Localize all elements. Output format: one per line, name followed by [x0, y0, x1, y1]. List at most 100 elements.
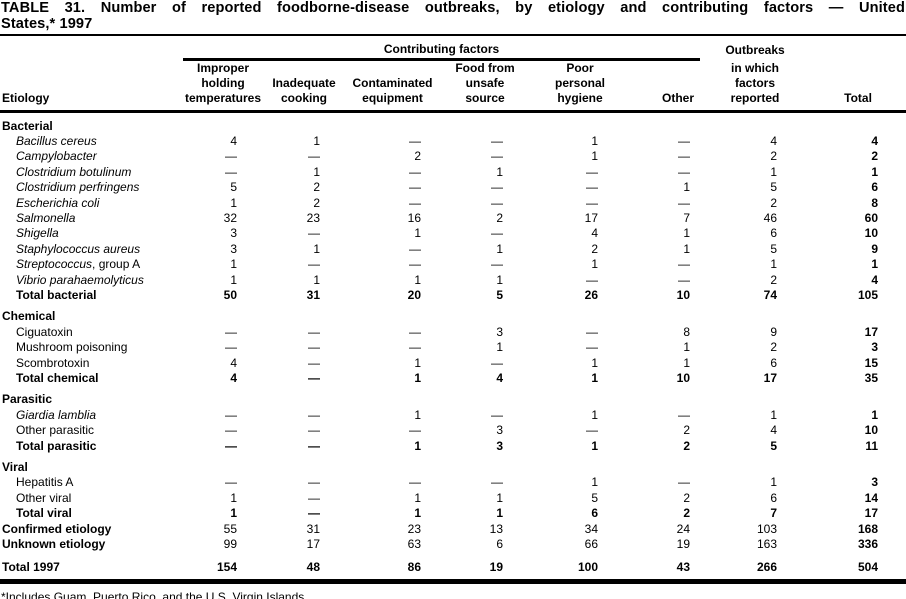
- group-header-row: Contributing factors Outbreaks: [0, 40, 906, 61]
- value-cell: 4: [230, 133, 237, 148]
- value-cell: —: [225, 423, 237, 438]
- value-cell: —: [678, 164, 691, 179]
- value-cell: 4: [230, 371, 237, 385]
- value-cell: —: [491, 195, 503, 210]
- header-line: Contaminated: [352, 75, 433, 90]
- value-cell: —: [308, 438, 320, 453]
- value-cell: —: [308, 407, 320, 422]
- row-label: Confirmed etiology: [2, 521, 112, 536]
- value-cell: —: [225, 164, 237, 179]
- value-cell: —: [678, 272, 691, 287]
- value-cell: 66: [584, 537, 598, 552]
- value-cell: 2: [770, 195, 778, 210]
- value-cell: —: [678, 475, 691, 490]
- row-label: Hepatitis A: [16, 475, 74, 490]
- header-line: unsafe: [465, 75, 505, 90]
- scientific-name: Streptococcus: [16, 257, 93, 272]
- header-line: Other: [662, 90, 695, 105]
- col-header-outbreaks-factors-reported: in which factors reported: [700, 59, 811, 113]
- value-cell: 6: [770, 355, 778, 370]
- value-cell: 105: [857, 287, 879, 302]
- value-cell: 9: [871, 241, 879, 256]
- row-label: Bacterial: [2, 118, 53, 133]
- row-other-viral: Other viral 1 — 1 1 5 2 6 14: [0, 491, 906, 506]
- row-other-parasitic: Other parasitic — — — 3 — 2 4 10: [0, 423, 906, 438]
- scientific-name: Vibrio parahaemolyticus: [16, 272, 144, 287]
- value-cell: 1: [683, 241, 691, 256]
- value-cell: 1: [496, 340, 503, 355]
- value-cell: —: [308, 226, 320, 241]
- row-salmonella: Salmonella 32 23 16 2 17 7 46 60: [0, 211, 906, 226]
- value-cell: —: [586, 272, 598, 287]
- table-title: TABLE 31. Number of reported foodborne-d…: [0, 0, 906, 32]
- value-cell: 1: [414, 226, 421, 241]
- row-total-viral: Total viral 1 — 1 1 6 2 7 17: [0, 506, 906, 521]
- value-cell: 1: [770, 475, 778, 490]
- row-chemical: Chemical: [0, 303, 906, 324]
- row-mushroom-poisoning: Mushroom poisoning — — — 1 — 1 2 3: [0, 340, 906, 355]
- value-cell: 4: [496, 371, 503, 385]
- value-cell: 1: [591, 475, 598, 490]
- row-label: Total chemical: [16, 371, 99, 385]
- value-cell: 1: [683, 180, 691, 195]
- row-vibrio-parahaemolyticus: Vibrio parahaemolyticus 1 1 1 1 — — 2 4: [0, 273, 906, 288]
- value-cell: 2: [313, 180, 320, 195]
- value-cell: 1: [591, 407, 598, 422]
- value-cell: 15: [864, 355, 879, 370]
- value-cell: 4: [871, 272, 879, 287]
- value-cell: 74: [763, 287, 778, 302]
- value-cell: 2: [770, 149, 778, 164]
- value-cell: 154: [216, 560, 237, 575]
- header-line: Total: [844, 90, 872, 105]
- value-cell: 5: [591, 490, 598, 505]
- value-cell: —: [409, 340, 421, 355]
- col-header-improper-holding-temperatures: Improper holding temperatures: [183, 59, 263, 113]
- value-cell: 8: [683, 324, 691, 339]
- value-cell: 2: [683, 506, 691, 521]
- value-cell: 1: [414, 272, 421, 287]
- value-cell: —: [308, 257, 320, 272]
- value-cell: 17: [763, 371, 778, 385]
- value-cell: 2: [591, 241, 598, 256]
- value-cell: 168: [857, 521, 879, 536]
- value-cell: 17: [584, 210, 598, 225]
- value-cell: 11: [865, 438, 879, 453]
- header-line: source: [465, 90, 505, 105]
- value-cell: 17: [306, 537, 320, 552]
- value-cell: —: [409, 180, 421, 195]
- value-cell: —: [225, 438, 237, 453]
- value-cell: 2: [770, 272, 778, 287]
- footnote: *Includes Guam, Puerto Rico, and the U.S…: [1, 589, 308, 599]
- row-label: Viral: [2, 460, 28, 475]
- value-cell: 3: [496, 438, 503, 453]
- value-cell: 2: [770, 340, 778, 355]
- value-cell: —: [225, 407, 237, 422]
- value-cell: —: [308, 355, 320, 370]
- value-cell: 60: [864, 210, 879, 225]
- value-cell: —: [225, 340, 237, 355]
- value-cell: 23: [407, 521, 421, 536]
- value-cell: 2: [496, 210, 503, 225]
- value-cell: 13: [489, 521, 503, 536]
- value-cell: —: [491, 355, 503, 370]
- scientific-name: Clostridium perfringens: [16, 180, 140, 195]
- outbreaks-table: Contributing factors Outbreaks Etiology …: [0, 40, 906, 576]
- value-cell: 5: [770, 438, 778, 453]
- value-cell: 1: [414, 438, 421, 453]
- row-label: Clostridium perfringens: [0, 180, 183, 195]
- outbreaks-header-line1: Outbreaks: [725, 43, 785, 57]
- etiology-header: Etiology: [0, 59, 183, 113]
- value-cell: —: [491, 226, 503, 241]
- value-cell: 4: [871, 133, 879, 148]
- value-cell: 16: [407, 210, 421, 225]
- value-cell: —: [491, 407, 503, 422]
- value-cell: 163: [756, 537, 778, 552]
- value-cell: 6: [871, 180, 879, 195]
- row-streptococcus: Streptococcus, group A 1 — — — 1 — 1 1: [0, 257, 906, 272]
- value-cell: 1: [313, 133, 320, 148]
- row-label: Staphylococcus aureus: [0, 242, 183, 257]
- col-header-contaminated-equipment: Contaminated equipment: [345, 59, 440, 113]
- value-cell: —: [678, 195, 691, 210]
- value-cell: 8: [871, 195, 879, 210]
- group-header-spacer: [0, 40, 183, 59]
